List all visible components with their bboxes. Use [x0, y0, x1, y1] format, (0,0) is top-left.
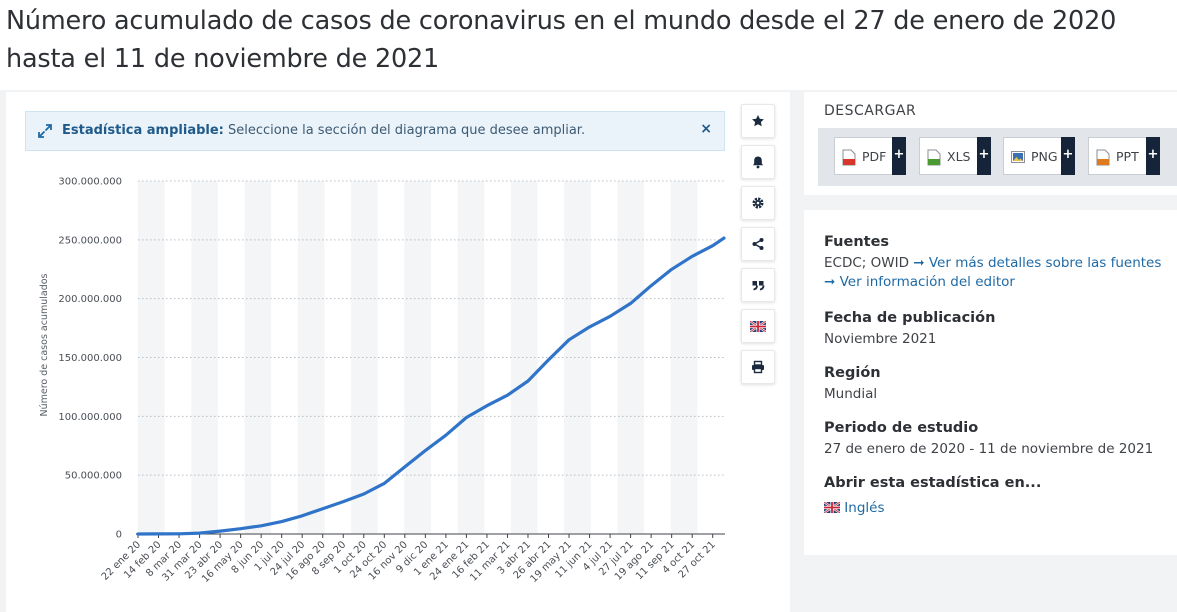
uk-flag-icon [823, 501, 841, 514]
pdf-file-icon [842, 149, 856, 166]
chart-toolbar [741, 104, 777, 391]
download-title: DESCARGAR [824, 103, 917, 119]
download-pdf-plus[interactable]: + [892, 137, 906, 175]
publication-section: Fecha de publicación Noviembre 2021 [824, 310, 995, 347]
sources-label: Fuentes [824, 234, 890, 250]
sources-value: ECDC; OWID [824, 255, 909, 271]
chart-card: Estadística ampliable: Seleccione la sec… [6, 92, 790, 612]
download-xls-plus[interactable]: + [977, 137, 991, 175]
sources-section: Fuentes ECDC; OWID ➞ Ver más detalles so… [824, 234, 1161, 290]
uk-flag-icon [750, 320, 766, 332]
share-button[interactable] [741, 227, 775, 261]
open-value-row: Inglés [823, 500, 1041, 516]
y-tick-label: 0 [116, 530, 122, 541]
download-card: DESCARGAR PDF + XLS + PNG + PPT + [804, 92, 1177, 195]
print-icon [752, 360, 764, 374]
line-chart[interactable]: 0 50.000.000 100.000.000 150.000.000 200.000… [6, 92, 790, 607]
series-line [136, 236, 726, 536]
zoom-banner-message: Seleccione la sección del diagrama que d… [223, 123, 586, 138]
xls-file-icon [927, 149, 941, 166]
download-buttons: PDF + XLS + PNG + PPT + [818, 128, 1177, 186]
share-icon [752, 238, 764, 250]
download-pdf-button[interactable]: PDF + [834, 137, 906, 175]
sources-value-row: ECDC; OWID ➞ Ver más detalles sobre las … [824, 255, 1161, 271]
period-label: Periodo de estudio [824, 420, 979, 436]
cite-button[interactable] [741, 268, 775, 302]
y-tick-label: 300.000.000 [58, 177, 122, 188]
period-value: 27 de enero de 2020 - 11 de noviembre de… [824, 441, 1154, 457]
y-tick-label: 200.000.000 [58, 294, 122, 305]
download-png-button[interactable]: PNG + [1003, 137, 1075, 175]
ppt-file-icon [1096, 149, 1110, 166]
language-button[interactable] [741, 309, 775, 343]
download-png-plus[interactable]: + [1061, 137, 1075, 175]
download-pdf-label: PDF [862, 149, 887, 164]
arrow-right-icon: ➞ [824, 274, 836, 290]
expand-icon [38, 124, 52, 138]
gear-icon [752, 197, 764, 209]
period-section: Periodo de estudio 27 de enero de 2020 -… [824, 420, 1153, 457]
region-section: Región Mundial [824, 365, 881, 402]
chart-gridlines [138, 180, 724, 476]
title-bar: Número acumulado de casos de coronavirus… [0, 0, 1177, 90]
open-label: Abrir esta estadística en... [824, 475, 1042, 491]
png-file-icon [1011, 151, 1025, 163]
publication-value: Noviembre 2021 [824, 331, 937, 347]
favorite-button[interactable] [741, 104, 775, 138]
sources-details-link[interactable]: Ver más detalles sobre las fuentes [928, 255, 1162, 271]
download-xls-label: XLS [947, 149, 971, 164]
zoom-banner: Estadística ampliable: Seleccione la sec… [25, 111, 725, 151]
close-icon[interactable]: × [700, 121, 712, 137]
y-tick-label: 250.000.000 [58, 235, 122, 246]
zoom-banner-label: Estadística ampliable: [62, 123, 224, 138]
download-ppt-label: PPT [1116, 149, 1139, 164]
page-title: Número acumulado de casos de coronavirus… [6, 6, 1117, 74]
y-tick-label: 150.000.000 [58, 353, 122, 364]
info-card: Fuentes ECDC; OWID ➞ Ver más detalles so… [804, 210, 1177, 555]
chart-band [191, 181, 218, 534]
zoom-banner-text: Estadística ampliable: Seleccione la sec… [62, 123, 585, 138]
y-axis-label: Número de casos acumulados [39, 273, 50, 416]
download-png-label: PNG [1031, 149, 1058, 164]
bell-icon [753, 156, 763, 169]
y-axis-ticks: 0 50.000.000 100.000.000 150.000.000 200.000… [58, 177, 122, 541]
download-ppt-plus[interactable]: + [1146, 137, 1160, 175]
notification-button[interactable] [741, 145, 775, 179]
y-tick-label: 100.000.000 [58, 412, 122, 423]
print-button[interactable] [741, 350, 775, 384]
star-icon [752, 115, 764, 127]
region-value: Mundial [824, 386, 878, 402]
arrow-right-icon: ➞ [913, 255, 925, 271]
editor-info-link[interactable]: Ver información del editor [839, 274, 1015, 290]
open-english-link[interactable]: Inglés [844, 500, 885, 516]
settings-button[interactable] [741, 186, 775, 220]
chart-band [351, 181, 378, 534]
download-ppt-button[interactable]: PPT + [1088, 137, 1160, 175]
open-section: Abrir esta estadística en... Inglés [823, 475, 1042, 516]
publication-label: Fecha de publicación [824, 310, 996, 326]
quote-icon [752, 281, 765, 291]
chart-bands [138, 181, 698, 534]
editor-row: ➞ Ver información del editor [824, 274, 1161, 290]
region-label: Región [824, 365, 881, 381]
download-xls-button[interactable]: XLS + [919, 137, 991, 175]
y-tick-label: 50.000.000 [65, 471, 122, 482]
